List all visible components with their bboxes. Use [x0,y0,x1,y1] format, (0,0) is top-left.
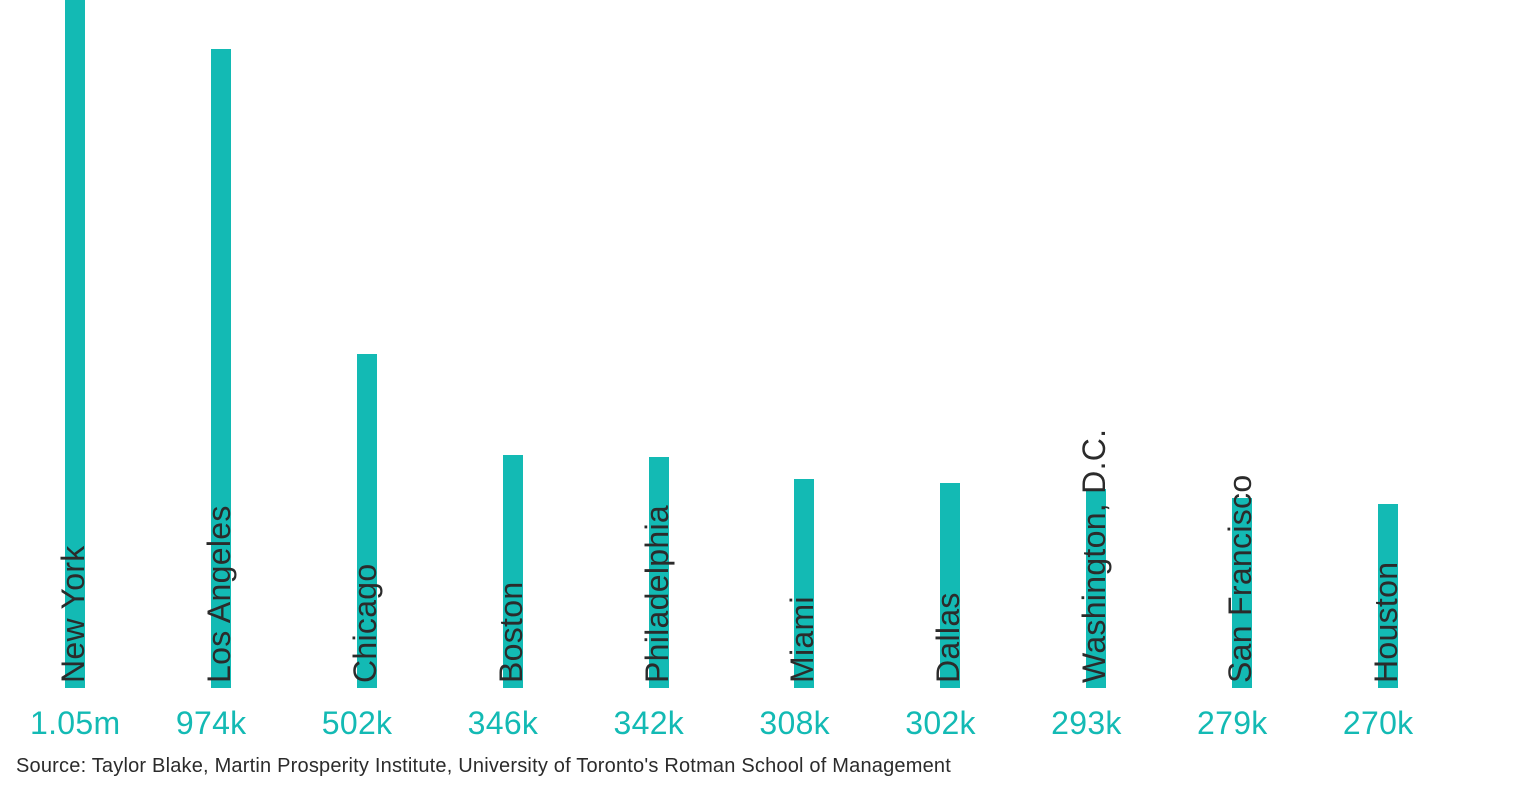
bar-group: Dallas [905,0,1045,688]
bar-city-label: Miami [784,596,821,683]
bar-group: Miami [759,0,899,688]
bar-city-label: Los Angeles [201,505,238,683]
bar-group: Philadelphia [614,0,754,688]
bar-city-label: New York [55,545,92,683]
bar-city-label: Boston [493,582,530,683]
bar-group: New York [30,0,170,688]
bar-value: 1.05m [30,705,170,742]
bar-group: Los Angeles [176,0,316,688]
bar-value: 974k [176,705,316,742]
values-row: 1.05m974k502k346k342k308k302k293k279k270… [30,705,1483,742]
bar-city-label: Houston [1368,562,1405,683]
bar-value: 346k [468,705,608,742]
bar-city-label: Philadelphia [639,505,676,683]
bar-group: Boston [468,0,608,688]
bar-group: Chicago [322,0,462,688]
bar-group: San Francisco [1197,0,1337,688]
city-bar-chart: New York Los Angeles Chicago Boston Philadel… [0,0,1513,785]
bar-group: Washington, D.C. [1051,0,1191,688]
bar-value: 308k [759,705,899,742]
bar-value: 293k [1051,705,1191,742]
bar-city-label: Washington, D.C. [1076,429,1113,683]
bar-group: Houston [1343,0,1483,688]
bar-city-label: Dallas [930,592,967,683]
bar-value: 502k [322,705,462,742]
bar-city-label: Chicago [347,563,384,683]
chart-source: Source: Taylor Blake, Martin Prosperity … [16,755,951,778]
bar-value: 342k [614,705,754,742]
bar-city-label: San Francisco [1222,475,1259,683]
bars-area: New York Los Angeles Chicago Boston Philadel… [30,0,1483,688]
bar-value: 279k [1197,705,1337,742]
bar-value: 270k [1343,705,1483,742]
bar-value: 302k [905,705,1045,742]
